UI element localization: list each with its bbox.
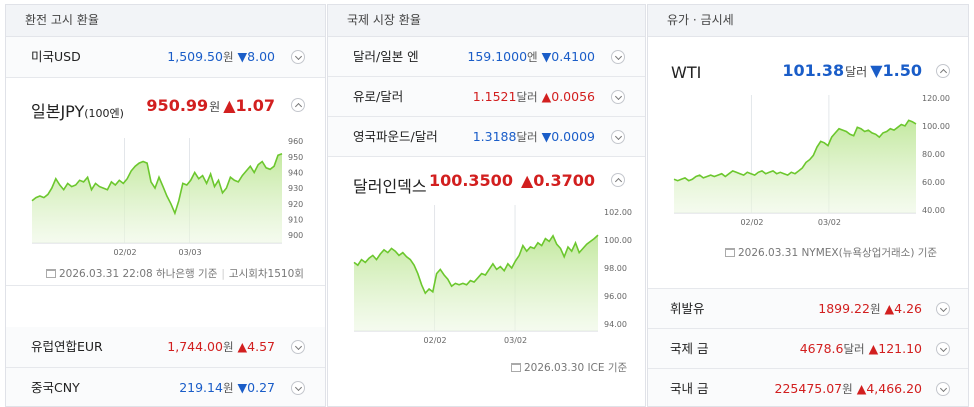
y-tick-label: 60.00 xyxy=(922,178,945,187)
series-line xyxy=(673,119,917,182)
list-item-gbp-usd[interactable]: 영국파운드/달러 1.3188달러 ▼0.0009 xyxy=(328,117,645,157)
x-tick-label: 02/02 xyxy=(424,336,447,345)
item-name: 달러/일본 엔 xyxy=(353,49,419,64)
chevron-down-icon[interactable] xyxy=(611,130,625,144)
y-tick-label: 950 xyxy=(288,153,303,162)
exchange-rate-column: 환전 고시 환율 미국USD 1,509.50원 ▼8.00 일본JPY(100엔… xyxy=(5,4,326,407)
chevron-down-icon[interactable] xyxy=(936,342,950,356)
item-value: 1.1521달러 ▲0.0056 xyxy=(472,89,595,104)
series-line xyxy=(353,234,599,295)
item-name: 미국USD xyxy=(31,49,81,64)
item-name: 국내 금 xyxy=(670,381,709,396)
calendar-icon xyxy=(725,248,735,257)
y-tick-label: 960 xyxy=(288,137,303,146)
item-value: 1899.22원 ▲4.26 xyxy=(818,301,922,316)
x-tick-label: 02/02 xyxy=(114,248,137,257)
dxy-chart: 102.00 100.00 98.00 96.00 94.00 02/02 03/02 xyxy=(352,201,642,351)
item-name: 국제 금 xyxy=(670,341,709,356)
item-value: 4678.6달러 ▲121.10 xyxy=(799,341,922,356)
item-name: 휘발유 xyxy=(670,301,705,316)
series-area xyxy=(32,153,282,243)
wti-chart-panel: WTI 101.38달러 ▼1.50 120.00 100.00 80.00 60.00… xyxy=(648,37,968,289)
panel-value: 101.38달러 ▼1.50 xyxy=(782,61,922,80)
panel-value: 950.99원 ▲1.07 xyxy=(146,96,275,115)
y-tick-label: 910 xyxy=(288,215,303,224)
calendar-icon xyxy=(511,363,521,372)
list-item-eur[interactable]: 유럽연합EUR 1,744.00원 ▲4.57 xyxy=(6,327,325,368)
item-value: 219.14원 ▼0.27 xyxy=(179,380,275,395)
chart-footer: 2026.03.31 22:08 하나은행 기준 | 고시회차1510회 xyxy=(46,266,304,281)
item-value: 225475.07원 ▲4,466.20 xyxy=(774,381,922,396)
intl-rate-column: 국제 시장 환율 달러/일본 엔 159.1000엔 ▼0.4100 유로/달러 … xyxy=(327,4,646,407)
chevron-down-icon[interactable] xyxy=(611,90,625,104)
item-name: 영국파운드/달러 xyxy=(353,129,438,144)
section-title-intl: 국제 시장 환율 xyxy=(328,5,645,37)
jpy-chart: 960 950 940 930 920 910 900 02/02 03/03 xyxy=(30,134,322,262)
list-item-usd[interactable]: 미국USD 1,509.50원 ▼8.00 xyxy=(6,37,325,78)
jpy-chart-panel: 일본JPY(100엔) 950.99원 ▲1.07 960 950 940 930 920… xyxy=(6,78,325,286)
item-name: 유로/달러 xyxy=(353,89,404,104)
y-tick-label: 102.00 xyxy=(604,208,632,217)
y-tick-label: 96.00 xyxy=(604,292,627,301)
section-title-exchange: 환전 고시 환율 xyxy=(6,5,325,37)
chart-footer: 2026.03.30 ICE 기준 xyxy=(511,360,627,375)
chevron-up-icon[interactable] xyxy=(291,98,305,112)
chevron-up-icon[interactable] xyxy=(936,64,950,78)
x-tick-label: 02/02 xyxy=(740,218,763,227)
series-area xyxy=(674,120,916,213)
wti-chart: 120.00 100.00 80.00 60.00 40.00 02/02 03/02 xyxy=(672,91,966,233)
item-name: 유럽연합EUR xyxy=(31,339,103,354)
list-item-eur-usd[interactable]: 유로/달러 1.1521달러 ▲0.0056 xyxy=(328,77,645,117)
dxy-chart-panel: 달러인덱스 100.3500 ▲0.3700 102.00 100.00 98.00 9… xyxy=(328,157,645,387)
list-item-usd-jpy[interactable]: 달러/일본 엔 159.1000엔 ▼0.4100 xyxy=(328,37,645,77)
calendar-icon xyxy=(46,269,56,278)
series-area xyxy=(354,235,598,331)
y-tick-label: 920 xyxy=(288,200,303,209)
list-item-intl-gold[interactable]: 국제 금 4678.6달러 ▲121.10 xyxy=(648,329,968,369)
chart-footer: 2026.03.31 NYMEX(뉴욕상업거래소) 기준 xyxy=(725,245,937,260)
oil-gold-column: 유가 · 금시세 WTI 101.38달러 ▼1.50 120.00 100.00 8… xyxy=(647,4,969,407)
x-tick-label: 03/02 xyxy=(818,218,841,227)
chevron-down-icon[interactable] xyxy=(611,50,625,64)
y-tick-label: 100.00 xyxy=(922,122,950,131)
panel-title: WTI xyxy=(671,63,702,82)
chevron-down-icon[interactable] xyxy=(291,381,305,395)
chevron-down-icon[interactable] xyxy=(291,340,305,354)
panel-title: 일본JPY(100엔) xyxy=(31,102,124,121)
y-tick-label: 120.00 xyxy=(922,94,950,103)
y-tick-label: 940 xyxy=(288,168,303,177)
chevron-down-icon[interactable] xyxy=(936,302,950,316)
item-value: 1,744.00원 ▲4.57 xyxy=(167,339,275,354)
x-tick-label: 03/02 xyxy=(504,336,527,345)
y-tick-label: 80.00 xyxy=(922,150,945,159)
item-value: 1.3188달러 ▼0.0009 xyxy=(472,129,595,144)
list-item-cny[interactable]: 중국CNY 219.14원 ▼0.27 xyxy=(6,368,325,406)
panel-title: 달러인덱스 xyxy=(353,177,427,196)
item-value: 159.1000엔 ▼0.4100 xyxy=(467,49,595,64)
y-tick-label: 930 xyxy=(288,184,303,193)
list-item-dom-gold[interactable]: 국내 금 225475.07원 ▲4,466.20 xyxy=(648,369,968,406)
item-value: 1,509.50원 ▼8.00 xyxy=(167,49,275,64)
chevron-down-icon[interactable] xyxy=(936,382,950,396)
y-tick-label: 40.00 xyxy=(922,206,945,215)
chevron-down-icon[interactable] xyxy=(291,50,305,64)
item-name: 중국CNY xyxy=(31,380,80,395)
y-tick-label: 900 xyxy=(288,231,303,240)
list-item-gasoline[interactable]: 휘발유 1899.22원 ▲4.26 xyxy=(648,289,968,329)
chevron-up-icon[interactable] xyxy=(611,173,625,187)
panel-value: 100.3500 ▲0.3700 xyxy=(428,171,595,190)
y-tick-label: 94.00 xyxy=(604,320,627,329)
section-title-oil: 유가 · 금시세 xyxy=(648,5,968,37)
y-tick-label: 100.00 xyxy=(604,236,632,245)
x-tick-label: 03/03 xyxy=(179,248,202,257)
y-tick-label: 98.00 xyxy=(604,264,627,273)
series-line xyxy=(31,152,283,216)
